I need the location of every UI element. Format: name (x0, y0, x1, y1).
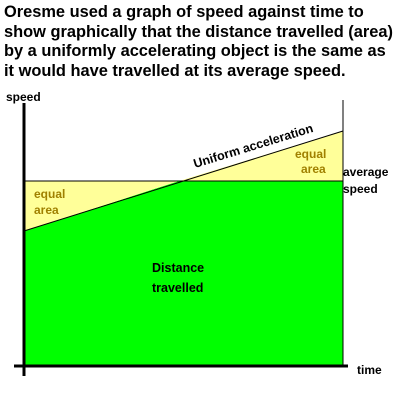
caption-text: Oresme used a graph of speed against tim… (4, 3, 393, 80)
distance-travelled-region (24, 181, 343, 366)
y-axis-label: speed (6, 90, 41, 104)
x-axis-label: time (357, 363, 382, 377)
acceleration-line (23, 130, 344, 232)
average-speed-label-line1: average (343, 165, 389, 179)
equal-area-left-label-line2: area (34, 203, 59, 217)
equal-area-right-label-line2: area (301, 162, 326, 176)
distance-label-line2: travelled (152, 281, 203, 295)
equal-area-right-label-line1: equal (295, 147, 326, 161)
distance-label-line1: Distance (152, 261, 204, 275)
average-speed-label-line2: speed (343, 182, 378, 196)
equal-area-left-label-line1: equal (34, 187, 65, 201)
